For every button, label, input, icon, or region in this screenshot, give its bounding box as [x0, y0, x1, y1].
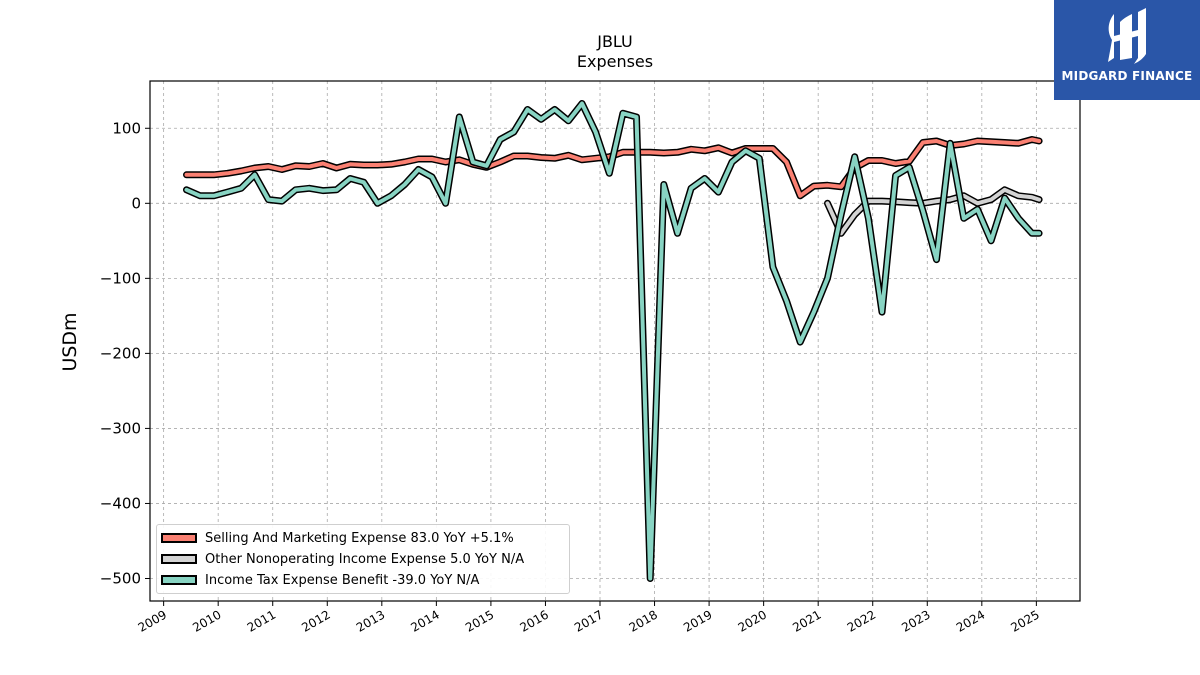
logo-text: MIDGARD FINANCE: [1061, 69, 1193, 83]
legend-item-other-nonoperating: Other Nonoperating Income Expense 5.0 Yo…: [161, 550, 524, 568]
x-axis: 2009 2010 2011 2012 2013 2014 2015 2016 2017 2018…: [136, 601, 1042, 635]
x-tick-label: 2010: [190, 607, 223, 634]
x-tick-label: 2011: [245, 607, 278, 634]
x-tick-label: 2009: [136, 607, 169, 634]
y-tick-label: 100: [112, 119, 141, 137]
legend-item-selling-marketing: Selling And Marketing Expense 83.0 YoY +…: [161, 529, 514, 547]
y-tick-label: −100: [100, 269, 141, 287]
series-line-income-tax-expense-benefit: [184, 101, 1042, 581]
x-tick-label: 2012: [299, 607, 332, 634]
legend-label-other-nonoperating: Other Nonoperating Income Expense 5.0 Yo…: [205, 551, 525, 567]
x-tick-label: 2025: [1008, 607, 1041, 634]
y-tick-label: −500: [100, 569, 141, 587]
x-tick-label: 2023: [899, 607, 932, 634]
x-tick-label: 2022: [845, 607, 878, 634]
y-axis: 100 0 −100 −200 −300 −400 −500: [100, 119, 150, 587]
x-tick-label: 2024: [954, 607, 987, 634]
legend-label-selling-marketing: Selling And Marketing Expense 83.0 YoY +…: [205, 530, 514, 546]
legend-item-income-tax: Income Tax Expense Benefit -39.0 YoY N/A: [161, 571, 479, 589]
logo-mark-icon: [1108, 8, 1146, 64]
brand-logo: MIDGARD FINANCE: [1054, 0, 1200, 100]
x-tick-label: 2017: [572, 607, 605, 634]
chart-subtitle: Expenses: [576, 52, 654, 71]
plot-area-frame: [149, 80, 1081, 602]
x-tick-label: 2020: [736, 607, 769, 634]
y-tick-label: −400: [100, 494, 141, 512]
y-tick-label: −200: [100, 344, 141, 362]
x-tick-label: 2018: [627, 607, 660, 634]
x-tick-label: 2019: [681, 607, 714, 634]
y-axis-label: USDm: [59, 312, 81, 372]
y-tick-label: −300: [100, 419, 141, 437]
chart-legend: Selling And Marketing Expense 83.0 YoY +…: [156, 524, 570, 594]
legend-swatch-other-nonoperating: [161, 554, 197, 564]
x-tick-label: 2015: [463, 607, 496, 634]
legend-label-income-tax: Income Tax Expense Benefit -39.0 YoY N/A: [205, 572, 480, 588]
y-tick-label: 0: [131, 194, 141, 212]
series-layer: [183, 100, 1043, 582]
grid-lines: [150, 81, 1080, 601]
legend-swatch-selling-marketing: [161, 533, 197, 543]
chart-title: JBLU: [597, 32, 633, 51]
x-tick-label: 2014: [408, 607, 441, 634]
legend-swatch-income-tax: [161, 575, 197, 585]
x-tick-label: 2016: [518, 607, 551, 634]
x-tick-label: 2013: [354, 607, 387, 634]
x-tick-label: 2021: [790, 607, 823, 634]
